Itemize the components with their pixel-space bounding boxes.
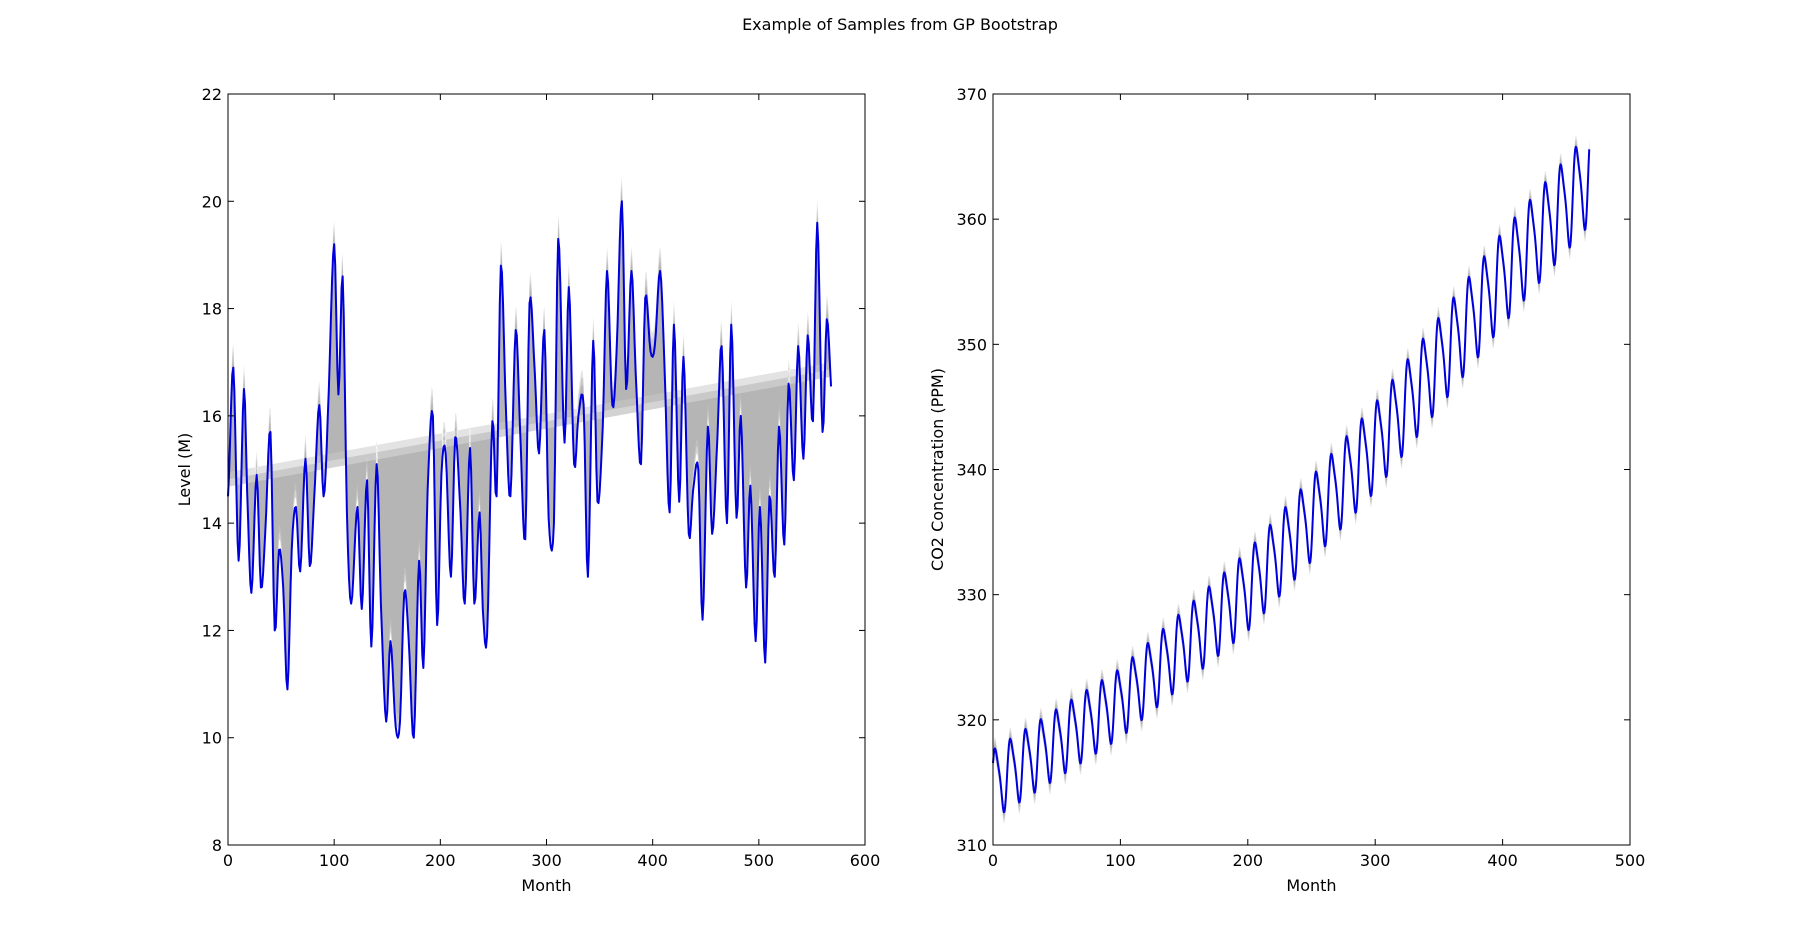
x-tick-label: 400 [1487, 851, 1518, 870]
x-tick-label: 400 [637, 851, 668, 870]
y-tick-label: 360 [956, 210, 987, 229]
mean-series-line [992, 145, 1591, 814]
mean-series-line [227, 200, 833, 739]
y-tick-label: 16 [202, 407, 222, 426]
x-tick-label: 0 [223, 851, 233, 870]
x-tick-label: 600 [850, 851, 881, 870]
y-tick-label: 20 [202, 192, 222, 211]
x-tick-label: 100 [1105, 851, 1136, 870]
y-tick-label: 310 [956, 836, 987, 855]
x-axis-ticks: 0 100 200 300 400 500 [988, 94, 1645, 870]
y-tick-label: 320 [956, 711, 987, 730]
y-tick-label: 22 [202, 85, 222, 104]
x-tick-label: 0 [988, 851, 998, 870]
y-tick-label: 350 [956, 335, 987, 354]
y-tick-label: 18 [202, 300, 222, 319]
x-tick-label: 100 [319, 851, 350, 870]
x-tick-label: 300 [531, 851, 562, 870]
y-tick-label: 340 [956, 461, 987, 480]
plot-area [993, 94, 1630, 845]
x-axis-label: Month [521, 876, 571, 895]
chart-left: 0 100 200 300 400 500 600 8 10 12 14 16 18 20 22 Mont… [175, 85, 880, 895]
band-layer [228, 177, 832, 714]
figure-title: Example of Samples from GP Bootstrap [742, 15, 1058, 34]
series-line-bootstrap-mean [992, 145, 1591, 814]
y-tick-label: 370 [956, 85, 987, 104]
y-axis-ticks: 310 320 330 340 350 360 370 [956, 85, 1630, 855]
chart-right: 0 100 200 300 400 500 310 320 330 340 350 360 370 M… [928, 85, 1645, 895]
x-axis-ticks: 0 100 200 300 400 500 600 [223, 94, 880, 870]
x-tick-label: 300 [1360, 851, 1391, 870]
x-tick-label: 500 [1615, 851, 1646, 870]
x-tick-label: 200 [425, 851, 456, 870]
y-axis-label: CO2 Concentration (PPM) [928, 368, 947, 571]
y-axis-ticks: 8 10 12 14 16 18 20 22 [202, 85, 865, 855]
y-axis-label: Level (M) [175, 433, 194, 507]
x-tick-label: 500 [744, 851, 775, 870]
y-tick-label: 8 [212, 836, 222, 855]
x-axis-label: Month [1286, 876, 1336, 895]
y-tick-label: 14 [202, 514, 222, 533]
series-line-bootstrap-mean [227, 200, 833, 739]
y-tick-label: 10 [202, 729, 222, 748]
band-layer [228, 184, 832, 721]
y-tick-label: 330 [956, 586, 987, 605]
x-tick-label: 200 [1233, 851, 1264, 870]
y-tick-label: 12 [202, 621, 222, 640]
